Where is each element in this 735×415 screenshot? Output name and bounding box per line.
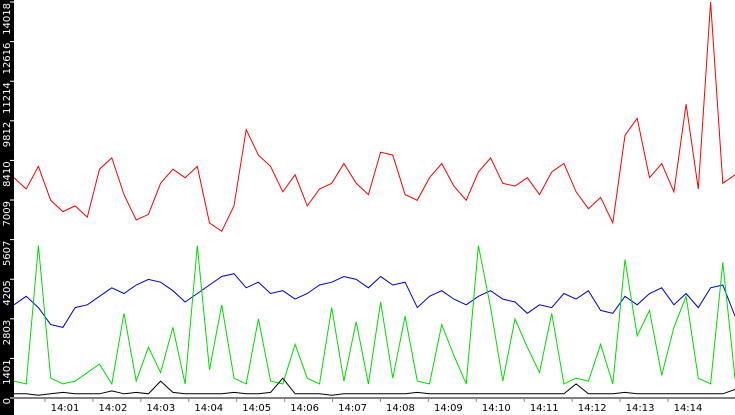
x-tick-label: 14:09	[434, 403, 463, 414]
y-tick-label: 1401	[2, 359, 13, 384]
y-tick-label: 8410	[2, 161, 13, 186]
y-axis-band	[0, 0, 14, 415]
series-line	[13, 245, 735, 386]
y-tick-label: 2803	[2, 320, 13, 345]
series-line	[13, 1, 735, 233]
x-tick-label: 14:11	[530, 403, 559, 414]
x-tick-label: 14:05	[242, 403, 271, 414]
x-tick-label: 14:06	[290, 403, 319, 414]
y-tick-label: 14018	[2, 3, 13, 35]
x-tick-label: 14:01	[51, 403, 80, 414]
y-tick-label: 0	[2, 398, 13, 404]
y-tick-label: 9812	[2, 122, 13, 147]
y-tick-label: 11214	[2, 82, 13, 114]
y-tick-label: 5607	[2, 241, 13, 266]
series-line	[13, 273, 735, 328]
y-tick-label: 12616	[2, 43, 13, 75]
x-tick-label: 14:10	[482, 403, 511, 414]
x-tick-label: 14:07	[338, 403, 367, 414]
y-tick-label: 7009	[2, 201, 13, 226]
x-tick-label: 14:14	[674, 403, 703, 414]
x-tick-label: 14:03	[146, 403, 175, 414]
y-tick-label: 4205	[2, 280, 13, 305]
x-tick-label: 14:04	[194, 403, 223, 414]
x-tick-label: 14:02	[99, 403, 128, 414]
x-tick-label: 14:13	[626, 403, 655, 414]
x-tick-label: 14:12	[578, 403, 607, 414]
x-tick-label: 14:08	[386, 403, 415, 414]
series-line	[14, 377, 735, 396]
